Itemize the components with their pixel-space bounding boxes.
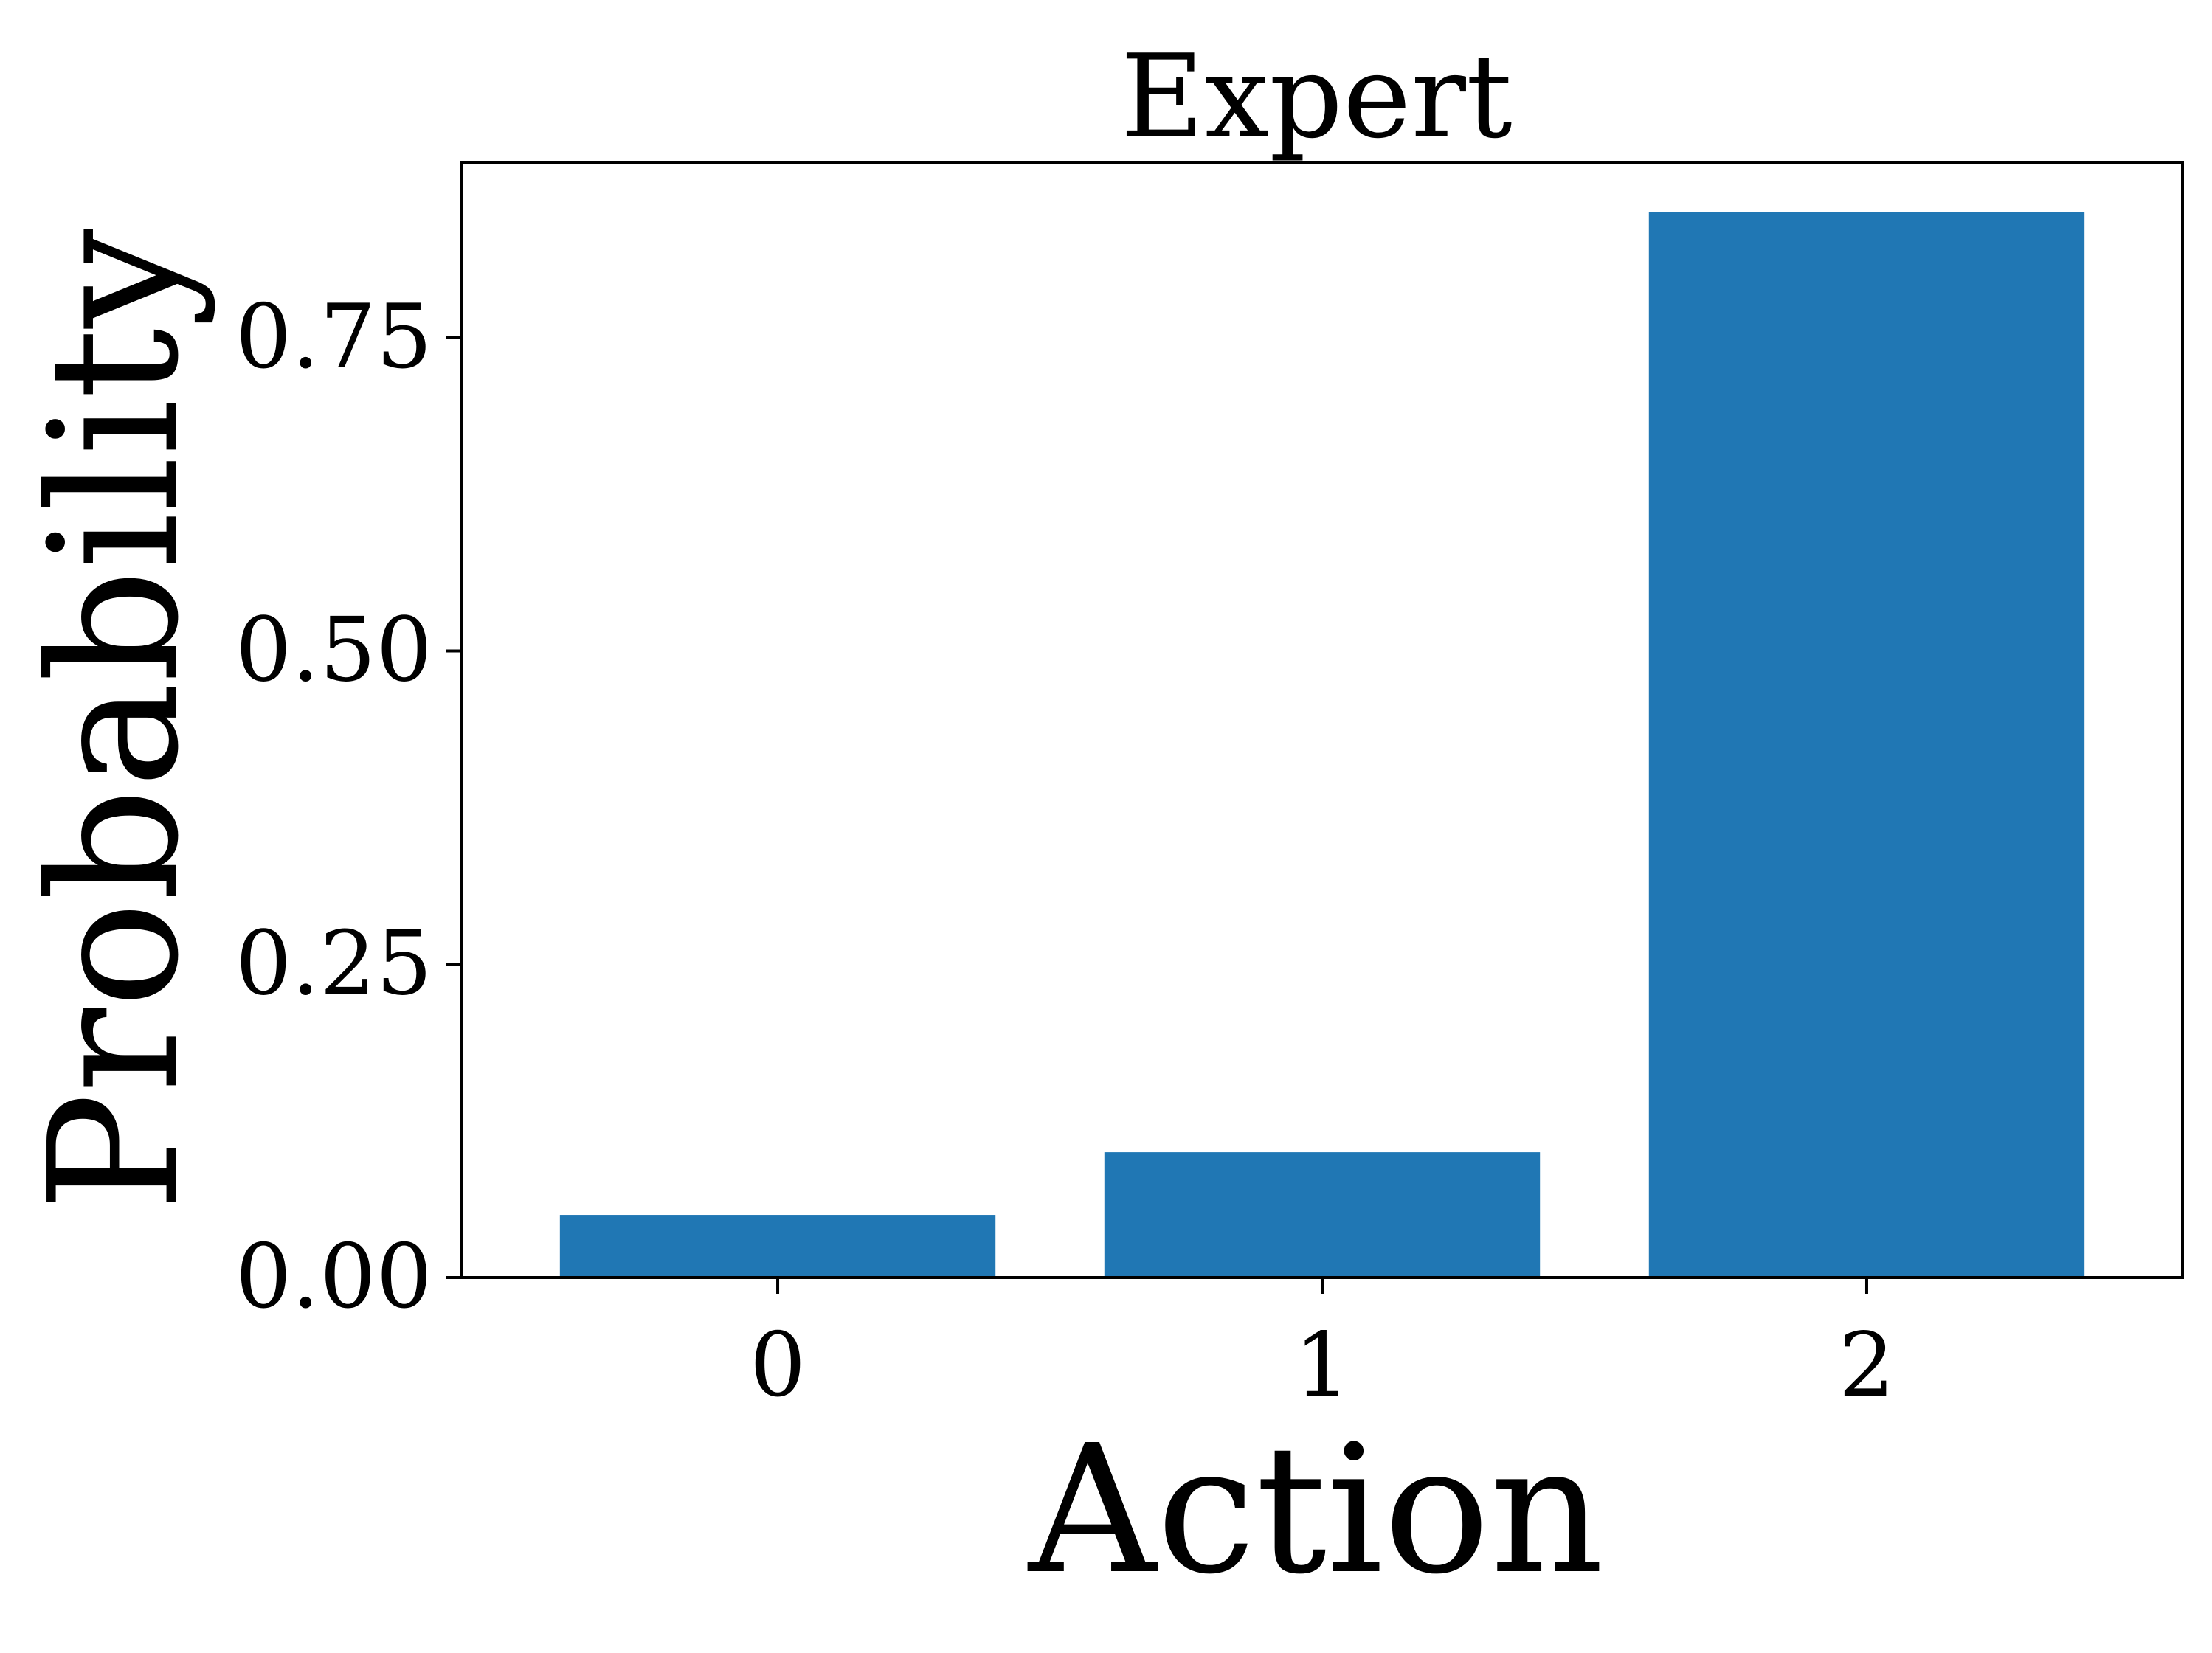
bar-action-0 xyxy=(559,1215,996,1278)
bar-action-2 xyxy=(1648,212,2085,1278)
bars-layer xyxy=(559,212,2085,1278)
x-axis-label: Action xyxy=(1027,1407,1604,1613)
y-tick-label: 0.00 xyxy=(235,1226,432,1328)
y-tick-label: 0.75 xyxy=(235,286,432,389)
bar-action-1 xyxy=(1104,1152,1541,1278)
x-axis: 0 1 2 xyxy=(750,1278,1895,1417)
x-tick-label: 1 xyxy=(1294,1314,1350,1417)
y-axis: 0.00 0.25 0.50 0.75 xyxy=(235,286,462,1328)
x-tick-label: 0 xyxy=(750,1314,806,1417)
chart-title: Expert xyxy=(1120,30,1512,164)
y-tick-label: 0.25 xyxy=(235,912,432,1015)
plot-frame xyxy=(460,161,2184,1279)
x-tick-label: 2 xyxy=(1839,1314,1895,1417)
y-tick-label: 0.50 xyxy=(235,600,432,702)
y-axis-label: Probability xyxy=(11,228,218,1211)
